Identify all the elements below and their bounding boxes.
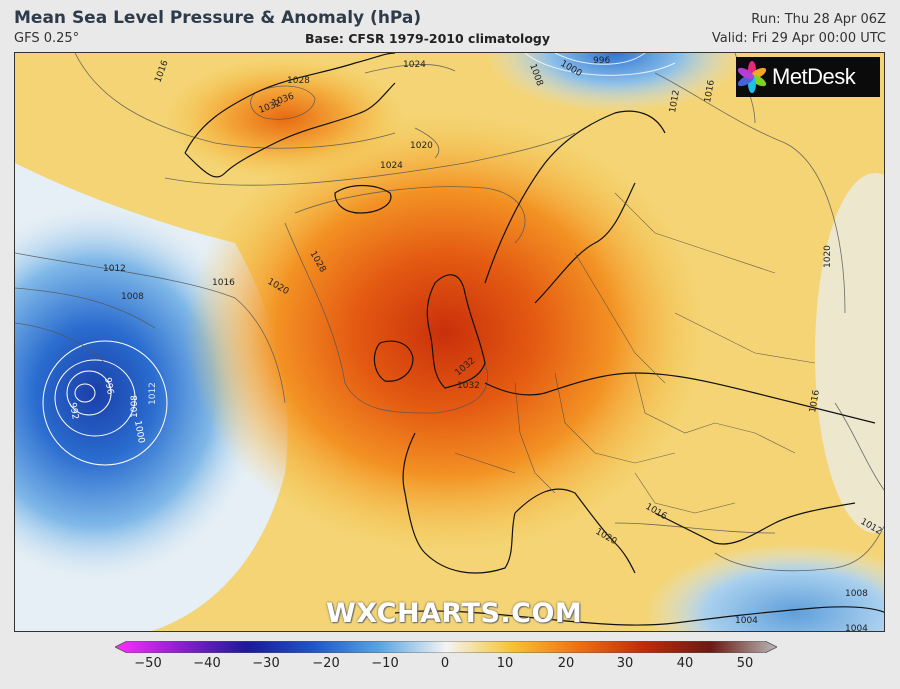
colorbar-tick: 50 [736, 656, 754, 671]
country-borders [454, 192, 816, 514]
isobar-lines [15, 53, 884, 572]
logo-text: MetDesk [772, 64, 856, 89]
colorbar-tick: −40 [193, 656, 221, 671]
watermark: WXCHARTS.COM [326, 598, 583, 629]
valid-time-label: Valid: Fri 29 Apr 00:00 UTC [711, 31, 886, 46]
metdesk-logo: MetDesk [736, 57, 880, 97]
isobar-label: 1016 [212, 278, 235, 288]
scandinavia-west-coast [484, 110, 666, 284]
isobar-label: 1008 [121, 292, 144, 302]
isobar-label: 996 [593, 56, 610, 66]
colorbar-tick: −10 [371, 656, 399, 671]
great-britain-coast [426, 274, 486, 389]
colorbar-tick: 30 [616, 656, 634, 671]
italy-coast [514, 488, 636, 574]
model-label: GFS 0.25° [14, 31, 80, 46]
isobar-label: 1024 [380, 161, 403, 171]
isobar-label: 1012 [148, 382, 158, 405]
arctic-low-anomaly [485, 53, 745, 113]
east-neutral-anomaly [815, 173, 884, 533]
colorbar-ticks: −50 −40 −30 −20 −10 0 10 20 30 40 50 [0, 656, 900, 676]
chart-title: Mean Sea Level Pressure & Anomaly (hPa) [14, 8, 422, 28]
low-isobars [42, 340, 168, 466]
isobar-label: 1000 [132, 420, 146, 445]
ireland-coast [373, 340, 414, 382]
flower-logo-icon [737, 61, 767, 93]
iberia-coast [402, 432, 516, 574]
mediterranean-low-anomaly [645, 543, 884, 631]
colorbar-tick: 40 [676, 656, 694, 671]
colorbar-tick: 10 [496, 656, 514, 671]
north-africa-coast [394, 606, 884, 626]
isobar-label: 1028 [287, 76, 310, 86]
isobar-label: 1004 [845, 624, 868, 632]
greenland-high-anomaly [165, 58, 405, 178]
isobar-label: 992 [67, 402, 80, 421]
isobar-label: 1024 [403, 60, 426, 70]
climatology-base-label: Base: CFSR 1979-2010 climatology [305, 31, 551, 46]
isobar-label: 1012 [668, 89, 682, 113]
map-canvas: 1016 1024 1028 1032 1036 1032 1020 1024 … [15, 53, 884, 632]
anomaly-colorbar [115, 641, 777, 653]
arctic-isobars [524, 53, 676, 76]
isobar-label: 1020 [410, 141, 433, 151]
isobar-label: 1016 [808, 389, 822, 414]
isobar-label: 1012 [103, 264, 126, 274]
european-high-anomaly [185, 113, 705, 553]
pressure-anomaly-map: 1016 1024 1028 1032 1036 1032 1020 1024 … [14, 52, 885, 632]
balkans-coast [654, 502, 856, 545]
iceland-coast [334, 184, 392, 214]
coastlines [184, 53, 884, 626]
colorbar-tick: 20 [557, 656, 575, 671]
run-time-label: Run: Thu 28 Apr 06Z [751, 12, 886, 27]
isobar-label: 1016 [703, 79, 717, 104]
isobar-label: 1020 [823, 245, 833, 268]
isobar-label: 996 [102, 377, 115, 396]
isobar-label: 1008 [845, 589, 868, 599]
isobar-label: 1004 [735, 616, 758, 626]
isobar-label: 1032 [457, 381, 480, 391]
greenland-coast [184, 53, 396, 154]
colorbar-tick: −50 [134, 656, 162, 671]
colorbar-tick: −30 [252, 656, 280, 671]
colorbar-tick: 0 [440, 656, 450, 671]
colorbar-tick: −20 [312, 656, 340, 671]
greenland-south-coast [184, 82, 396, 178]
scandinavia-east-coast [534, 182, 636, 304]
north-europe-coast [484, 372, 876, 424]
isobar-label: 1008 [130, 395, 140, 418]
